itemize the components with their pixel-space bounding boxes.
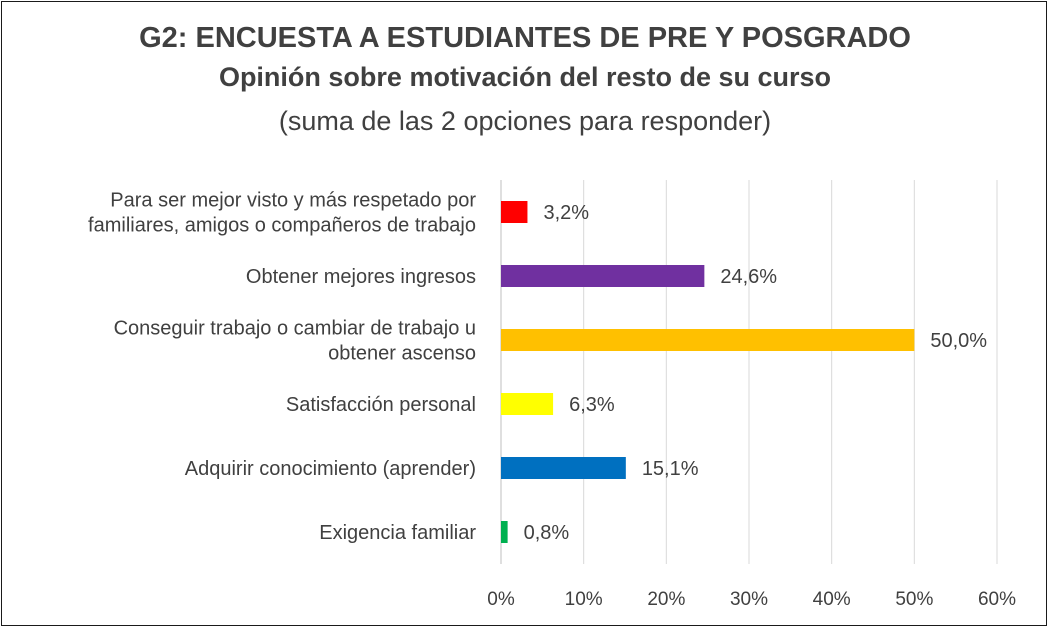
- category-labels: Para ser mejor visto y más respetado por…: [88, 190, 476, 545]
- x-tick-labels: 0% 10% 20% 30% 40% 50% 60%: [487, 589, 1016, 610]
- category-label: familiares, amigos o compañeros de traba…: [88, 215, 476, 237]
- chart-subtitle: Opinión sobre motivación del resto de su…: [218, 62, 832, 92]
- x-tick-label: 50%: [895, 589, 933, 610]
- category-label: Exigencia familiar: [319, 522, 476, 544]
- x-tick-label: 20%: [647, 589, 685, 610]
- x-tick-label: 60%: [978, 589, 1016, 610]
- bar: [501, 521, 508, 543]
- data-label: 50,0%: [930, 330, 987, 352]
- bar: [501, 265, 705, 287]
- category-label: obtener ascenso: [328, 343, 476, 365]
- category-label: Para ser mejor visto y más respetado por: [110, 190, 476, 212]
- gridlines: [500, 180, 998, 564]
- category-label: Conseguir trabajo o cambiar de trabajo u: [114, 318, 476, 340]
- data-label: 24,6%: [720, 266, 777, 288]
- data-label: 6,3%: [569, 394, 615, 416]
- bar: [501, 457, 626, 479]
- x-tick-label: 40%: [813, 589, 851, 610]
- bar: [501, 329, 915, 351]
- x-tick-label: 0%: [487, 589, 515, 610]
- data-label: 0,8%: [524, 522, 570, 544]
- data-label: 3,2%: [543, 202, 589, 224]
- x-tick-label: 30%: [730, 589, 768, 610]
- category-label: Adquirir conocimiento (aprender): [185, 458, 476, 480]
- chart-title: G2: ENCUESTA A ESTUDIANTES DE PRE Y POSG…: [139, 22, 911, 54]
- data-labels: 3,2% 24,6% 50,0% 6,3% 15,1% 0,8%: [524, 202, 988, 544]
- data-label: 15,1%: [642, 458, 699, 480]
- bar: [501, 393, 554, 415]
- bar: [501, 201, 528, 223]
- category-label: Satisfacción personal: [286, 394, 476, 416]
- category-label: Obtener mejores ingresos: [246, 266, 476, 288]
- x-tick-label: 10%: [565, 589, 603, 610]
- chart-note: (suma de las 2 opciones para responder): [278, 106, 772, 136]
- bars: [501, 201, 915, 543]
